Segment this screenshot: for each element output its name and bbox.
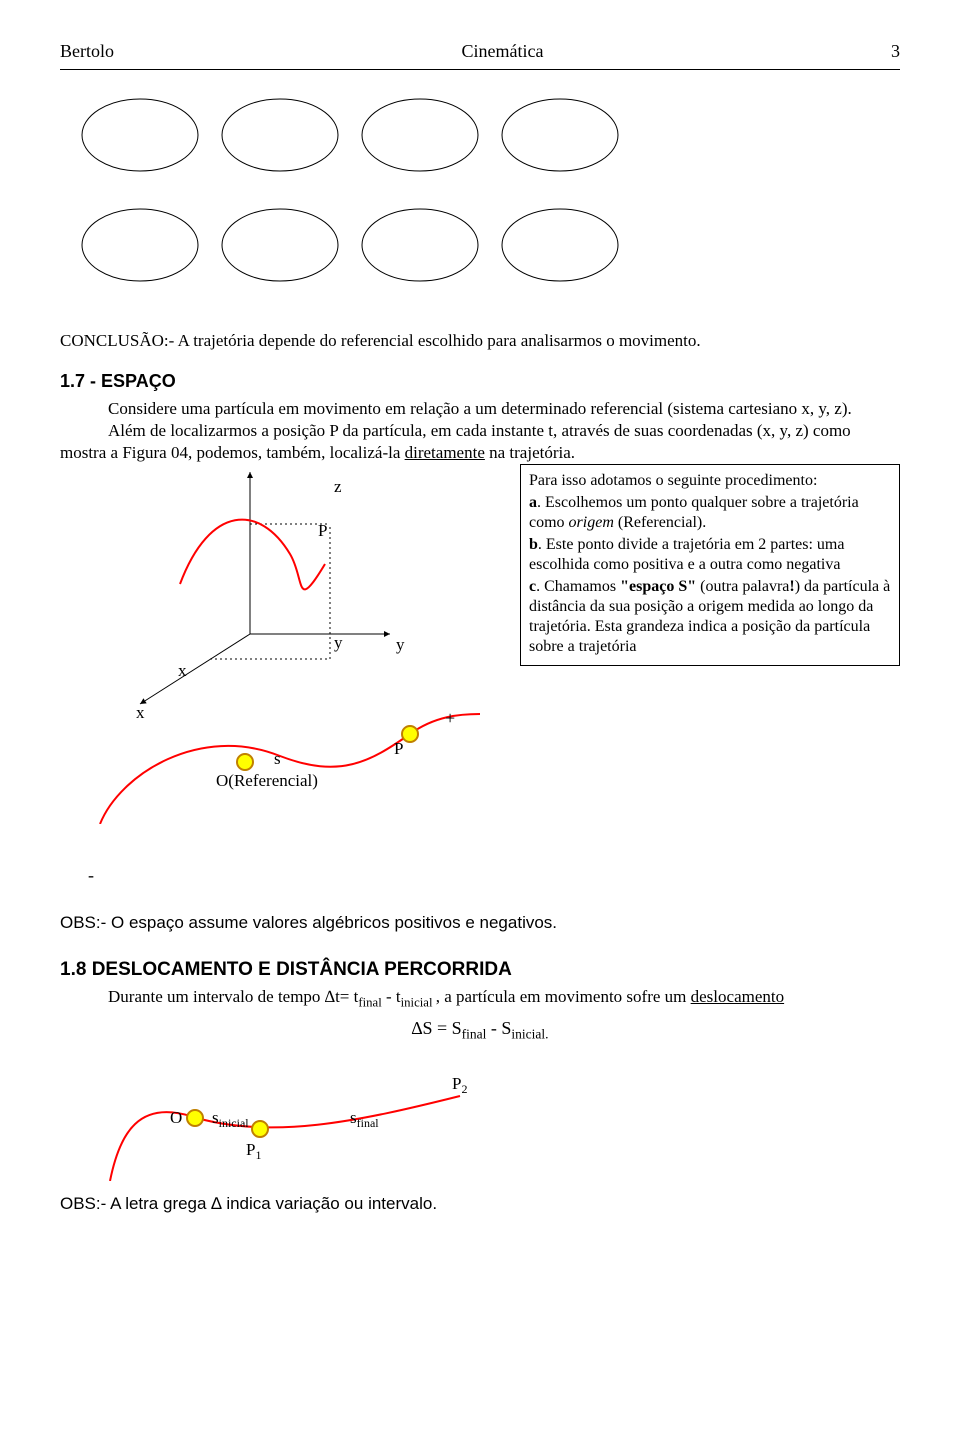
header-author: Bertolo <box>60 40 114 63</box>
page-header: Bertolo Cinemática 3 <box>60 40 900 63</box>
note-c-text2: (outra palavra <box>696 578 789 595</box>
formula-mid: - S <box>486 1018 511 1038</box>
para2-underlined: diretamente <box>405 443 485 462</box>
body-sub2: inicial <box>401 996 436 1010</box>
delta-s-formula: ∆S = Sfinal - Sinicial. <box>60 1017 900 1043</box>
svg-text:P2: P2 <box>452 1074 467 1096</box>
figure-04-svg: z Py y x x s O(Referencial) P + <box>60 464 520 824</box>
svg-text:sinicial: sinicial <box>212 1108 249 1130</box>
note-b-text: . Este ponto divide a trajetória em 2 pa… <box>529 536 844 573</box>
body-sub1: final <box>358 996 381 1010</box>
svg-text:P: P <box>394 739 403 758</box>
section-1-7-title: 1.7 - ESPAÇO <box>60 370 900 393</box>
obs-space-sign: OBS:- O espaço assume valores algébricos… <box>60 912 900 934</box>
svg-text:O: O <box>170 1108 182 1127</box>
svg-text:sfinal: sfinal <box>350 1108 379 1130</box>
note-item-c: c. Chamamos "espaço S" (outra palavra!) … <box>529 577 891 657</box>
svg-text:z: z <box>334 477 342 496</box>
note-a-italic: origem <box>569 514 614 531</box>
svg-text:x: x <box>178 661 187 680</box>
formula-sub1: final <box>462 1027 487 1042</box>
ellipse-grid-diagram <box>60 90 900 300</box>
svg-text:P: P <box>318 521 327 540</box>
body-mid: - t <box>382 987 401 1006</box>
section-1-8-body: Durante um intervalo de tempo ∆t= tfinal… <box>60 986 900 1011</box>
note-intro: Para isso adotamos o seguinte procedimen… <box>529 471 891 491</box>
section-1-7-para-2: Além de localizarmos a posição P da part… <box>60 420 900 464</box>
conclusion-prefix: CONCLUSÃO:- <box>60 331 178 350</box>
section-1-7-para-1: Considere uma partícula em movimento em … <box>60 398 900 420</box>
displacement-diagram: Osinicial sfinal P1 P2 <box>100 1061 600 1181</box>
note-a-tail: (Referencial). <box>614 514 706 531</box>
para2-b: na trajetória. <box>485 443 575 462</box>
obs-delta-meaning: OBS:- A letra grega ∆ indica variação ou… <box>60 1193 900 1215</box>
note-a-label: a <box>529 494 537 511</box>
body-a: Durante um intervalo de tempo ∆t= t <box>108 987 358 1006</box>
figure-04-area: z Py y x x s O(Referencial) P + Para isso adotam… <box>60 464 900 824</box>
svg-text:s: s <box>274 749 281 768</box>
body-b: , a partícula em movimento sofre um <box>436 987 691 1006</box>
note-c-quote: "espaço S" <box>620 578 696 595</box>
svg-text:P1: P1 <box>246 1140 261 1162</box>
note-item-a: a. Escolhemos um ponto qualquer sobre a … <box>529 493 891 533</box>
svg-text:x: x <box>136 703 145 722</box>
svg-text:y: y <box>396 635 405 654</box>
formula-sub2: inicial. <box>511 1027 548 1042</box>
svg-text:+: + <box>445 708 455 728</box>
section-1-8-title: 1.8 DESLOCAMENTO E DISTÂNCIA PERCORRIDA <box>60 958 900 983</box>
note-c-text1: . Chamamos <box>536 578 620 595</box>
svg-text:O(Referencial): O(Referencial) <box>216 771 318 790</box>
negative-direction-label: - <box>88 864 900 887</box>
note-item-b: b. Este ponto divide a trajetória em 2 p… <box>529 535 891 575</box>
body-underlined: deslocamento <box>691 987 784 1006</box>
svg-text:y: y <box>334 633 343 652</box>
formula-a: ∆S = S <box>411 1018 461 1038</box>
header-page-number: 3 <box>891 40 900 63</box>
procedure-note-box: Para isso adotamos o seguinte procedimen… <box>520 464 900 666</box>
conclusion-paragraph: CONCLUSÃO:- A trajetória depende do refe… <box>60 330 900 352</box>
note-b-label: b <box>529 536 538 553</box>
section-1-7: 1.7 - ESPAÇO Considere uma partícula em … <box>60 370 900 464</box>
header-rule <box>60 69 900 70</box>
header-subject: Cinemática <box>462 40 544 63</box>
conclusion-text: A trajetória depende do referencial esco… <box>178 331 701 350</box>
section-1-8: 1.8 DESLOCAMENTO E DISTÂNCIA PERCORRIDA … <box>60 958 900 1044</box>
